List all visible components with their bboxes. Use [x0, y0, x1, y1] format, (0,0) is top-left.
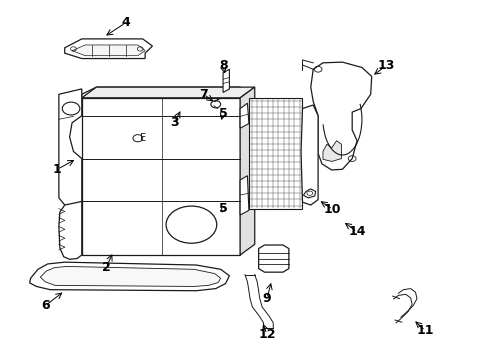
Polygon shape: [301, 105, 318, 205]
Text: 10: 10: [324, 203, 342, 216]
Text: 14: 14: [348, 225, 366, 238]
Text: 13: 13: [378, 59, 395, 72]
Polygon shape: [30, 262, 229, 291]
Polygon shape: [223, 69, 229, 93]
Text: 2: 2: [102, 261, 111, 274]
Text: E: E: [140, 133, 146, 143]
Polygon shape: [82, 87, 247, 98]
Polygon shape: [59, 89, 82, 205]
Polygon shape: [72, 45, 145, 56]
Polygon shape: [303, 189, 316, 198]
Polygon shape: [65, 39, 152, 59]
Text: 9: 9: [263, 292, 271, 305]
Polygon shape: [59, 202, 82, 259]
Text: 4: 4: [121, 16, 130, 29]
Text: 12: 12: [258, 328, 276, 341]
Text: 11: 11: [416, 324, 434, 337]
Polygon shape: [40, 266, 220, 287]
Bar: [249, 98, 302, 208]
Polygon shape: [259, 245, 289, 272]
Text: 5: 5: [219, 202, 227, 215]
Polygon shape: [240, 176, 249, 215]
Text: 1: 1: [53, 163, 62, 176]
Text: 6: 6: [41, 299, 49, 312]
Text: 3: 3: [170, 116, 179, 129]
Text: 5: 5: [219, 107, 227, 120]
Polygon shape: [323, 141, 342, 161]
Polygon shape: [240, 87, 255, 255]
Text: 8: 8: [219, 59, 227, 72]
Polygon shape: [82, 87, 255, 98]
Polygon shape: [311, 62, 372, 170]
Text: 7: 7: [199, 88, 208, 101]
Polygon shape: [82, 98, 240, 255]
Polygon shape: [240, 103, 249, 128]
